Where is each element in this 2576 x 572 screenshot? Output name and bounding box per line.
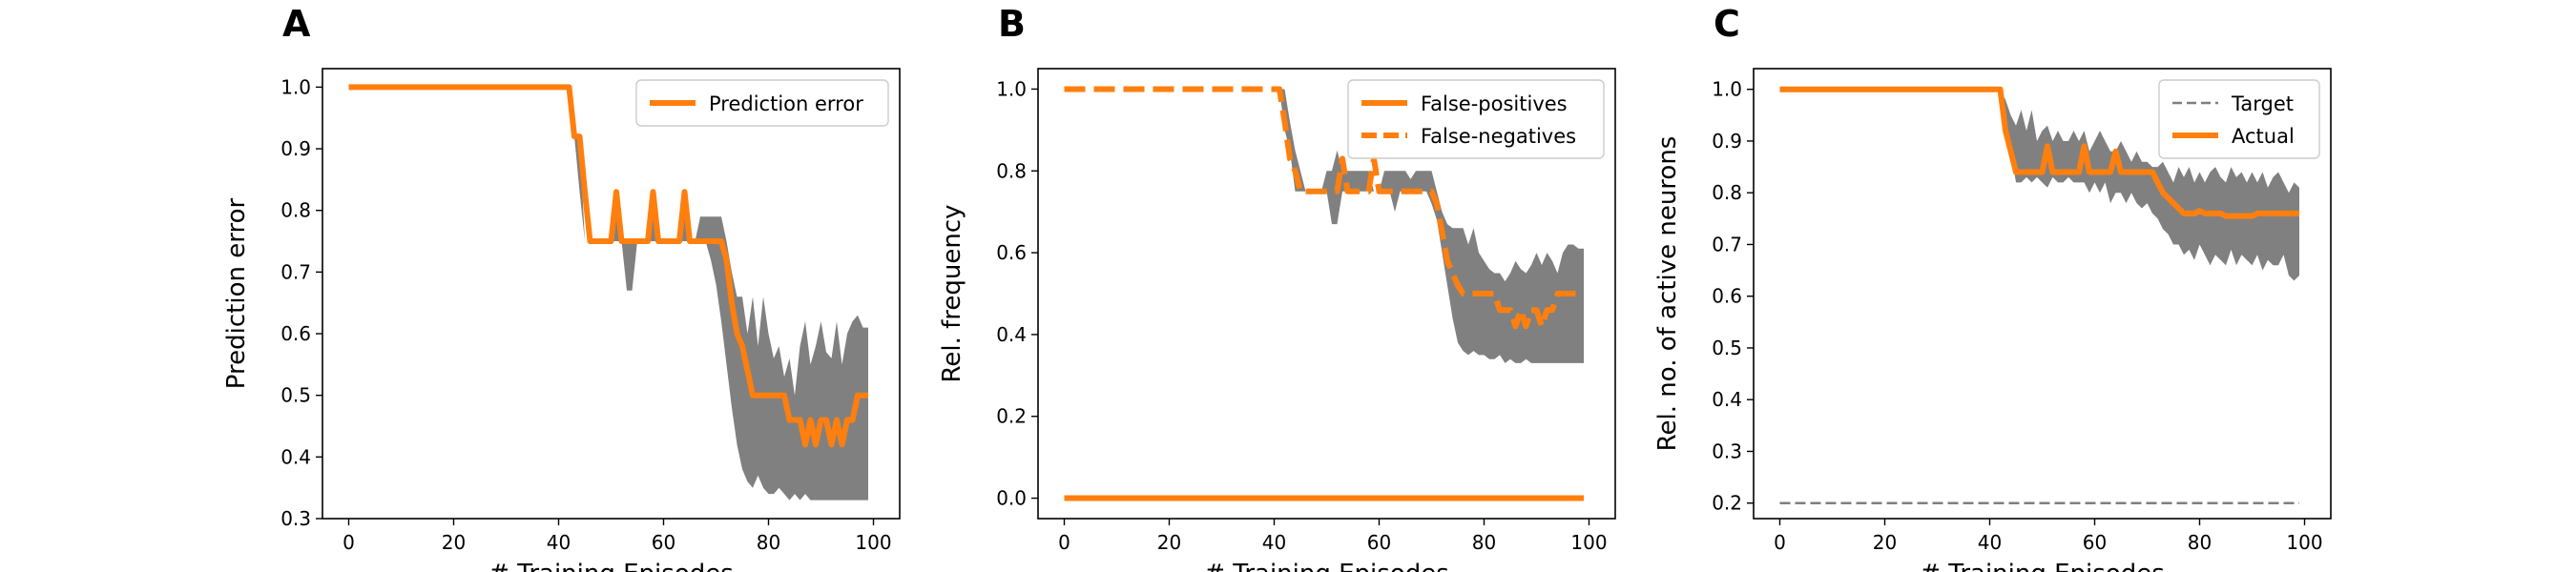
y-axis-label: Prediction error: [222, 198, 251, 390]
y-axis-label: Rel. frequency: [938, 204, 966, 382]
x-tick-label: 0: [343, 531, 355, 554]
legend-box: [635, 79, 889, 127]
legend-label: Prediction error: [709, 92, 863, 115]
axes-frame: [1753, 68, 2332, 520]
x-tick-label: 0: [1058, 531, 1070, 554]
y-tick-label: 0.9: [1712, 130, 1742, 153]
y-tick-label: 0.8: [996, 159, 1027, 182]
axes-frame: [1037, 68, 1616, 520]
y-axis-label: Rel. no. of active neurons: [1653, 136, 1682, 452]
x-tick-label: 100: [855, 531, 891, 554]
y-tick-label: 0.3: [280, 507, 311, 530]
x-axis-label: # Training Episodes: [1920, 560, 2165, 572]
x-tick-label: 60: [2083, 531, 2107, 554]
series-line-prediction-error: [348, 84, 868, 448]
legend: False-positives False-negatives: [1347, 79, 1605, 159]
y-tick-label: 1.0: [1712, 78, 1742, 101]
std-band: [1779, 89, 2299, 281]
x-tick-label: 100: [2286, 531, 2322, 554]
series-line-false-negatives: [1064, 86, 1584, 330]
x-axis-label: # Training Episodes: [1204, 560, 1449, 572]
y-tick-label: 0.2: [996, 405, 1027, 428]
y-tick-label: 0.6: [280, 322, 311, 345]
x-tick-label: 0: [1774, 531, 1786, 554]
panel-letter: C: [1714, 3, 1740, 45]
legend-label: Target: [2231, 92, 2294, 115]
y-tick-label: 0.8: [1712, 181, 1742, 204]
panel-letter: A: [282, 3, 311, 45]
x-tick-label: 20: [1157, 531, 1181, 554]
panel-letter: B: [998, 3, 1026, 45]
x-axis-label: # Training Episodes: [488, 560, 734, 572]
y-tick-label: 0.9: [280, 137, 311, 160]
y-tick-label: 0.4: [280, 445, 311, 468]
y-tick-label: 0.4: [996, 323, 1027, 346]
y-tick-label: 1.0: [280, 75, 311, 98]
x-tick-label: 40: [547, 531, 571, 554]
legend-box: [1347, 79, 1605, 159]
x-tick-label: 80: [757, 531, 780, 554]
panel-a: 0 20 40 60 80 100 0.3 0.4 0.5 0.6 0.7 0.8 0.9 1.0 # Tr…: [222, 3, 901, 572]
x-tick-label: 100: [1570, 531, 1607, 554]
x-tick-label: 80: [2188, 531, 2212, 554]
y-tick-label: 0.7: [1712, 233, 1742, 255]
y-tick-label: 0.5: [280, 384, 311, 407]
y-tick-label: 0.4: [1712, 388, 1742, 411]
std-band: [1064, 89, 1584, 363]
y-tick-label: 0.3: [1712, 439, 1742, 462]
x-tick-label: 60: [1367, 531, 1391, 554]
x-tick-label: 80: [1472, 531, 1496, 554]
panel-c: 0 20 40 60 80 100 0.2 0.3 0.4 0.5 0.6 0.7 0.8 0.9 1.0 #…: [1653, 3, 2332, 572]
panel-b: 0 20 40 60 80 100 0.0 0.2 0.4 0.6 0.8 1.0 # Training…: [938, 3, 1616, 572]
y-tick-label: 0.7: [280, 260, 311, 283]
std-band: [348, 87, 868, 500]
series-line-actual: [1779, 86, 2299, 219]
legend: Target Actual: [2158, 79, 2320, 159]
y-tick-label: 0.5: [1712, 337, 1742, 359]
x-tick-label: 20: [442, 531, 466, 554]
legend-label: False-positives: [1421, 92, 1568, 115]
axes-frame: [322, 68, 901, 520]
legend-label: Actual: [2232, 125, 2295, 148]
x-tick-label: 40: [1978, 531, 2002, 554]
x-tick-label: 20: [1873, 531, 1897, 554]
y-tick-label: 1.0: [996, 77, 1027, 100]
y-tick-label: 0.6: [996, 241, 1027, 264]
y-tick-label: 0.6: [1712, 285, 1742, 308]
y-tick-label: 0.8: [280, 199, 311, 222]
legend-box: [2158, 79, 2320, 159]
x-tick-label: 60: [652, 531, 675, 554]
legend: Prediction error: [635, 79, 889, 127]
legend-label: False-negatives: [1421, 125, 1576, 148]
y-tick-label: 0.2: [1712, 492, 1742, 515]
x-tick-label: 40: [1262, 531, 1286, 554]
y-tick-label: 0.0: [996, 487, 1027, 510]
